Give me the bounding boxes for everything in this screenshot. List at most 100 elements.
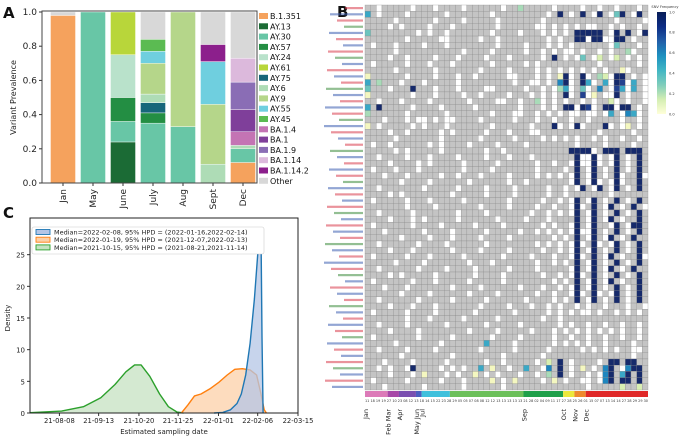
heatmap-cell [415,29,422,37]
heatmap-cell [562,371,569,378]
heatmap-cell [551,79,558,86]
heatmap-cell [562,147,569,155]
heatmap-cell [625,104,632,111]
heatmap-cell [591,42,598,49]
heatmap-cell [574,29,581,37]
heatmap-cell [528,42,535,49]
heatmap-cell [438,234,445,242]
heatmap-cell [444,85,451,93]
heatmap-cell [421,209,428,217]
heatmap-cell [613,60,620,68]
heatmap-cell [387,197,394,204]
heatmap-cell [483,271,490,279]
colorbar-tick-label: 0.2 [669,92,675,96]
heatmap-cell [642,340,649,347]
heatmap-cell [596,271,603,279]
heatmap-cell [364,377,371,384]
heatmap-cell [387,172,394,180]
heatmap-cell [608,234,615,242]
heatmap-cell [506,42,513,49]
heatmap-cell [512,265,518,273]
heatmap-cell [410,178,417,186]
heatmap-cell [506,253,513,260]
heatmap-cell [393,73,400,80]
heatmap-cell [602,290,609,298]
heatmap-cell [551,104,558,111]
heatmap-cell [376,48,383,55]
heatmap-cell [608,153,615,161]
heatmap-cell [608,284,615,291]
heatmap-cell [568,222,575,229]
heatmap-cell [483,42,490,49]
heatmap-cell [523,203,530,211]
heatmap-cell [398,166,405,173]
heatmap-cell [613,278,620,285]
heatmap-cell [461,172,468,180]
heatmap-cell [410,358,417,366]
heatmap-cell [427,327,434,335]
heatmap-cell [393,166,400,173]
heatmap-cell [478,122,485,130]
heatmap-cell [540,333,547,341]
heatmap-cell [500,358,507,366]
heatmap-cell [630,135,637,142]
heatmap-cell [636,321,643,329]
heatmap-cell [506,327,513,335]
heatmap-cell [517,172,524,180]
heatmap-cell [489,278,496,285]
row-label-illegible [325,242,363,246]
heatmap-cell [427,358,434,366]
heatmap-cell [478,358,485,366]
heatmap-cell [387,365,394,372]
heatmap-cell [551,278,558,285]
heatmap-cell [630,17,637,24]
heatmap-cell [506,79,513,86]
heatmap-cell [387,358,394,366]
heatmap-cell [506,29,513,37]
heatmap-cell [540,278,547,285]
heatmap-cell [613,371,620,378]
heatmap-cell [619,340,626,347]
heatmap-cell [574,278,581,285]
heatmap-cell [636,116,643,124]
heatmap-cell [455,197,462,204]
heatmap-cell [461,302,468,310]
heatmap-cell [517,85,524,93]
heatmap-cell [438,35,445,43]
heatmap-cell [528,97,535,105]
heatmap-cell [591,302,598,310]
bar-segment-ay-55 [140,51,166,64]
heatmap-cell [472,302,479,310]
heatmap-cell [625,42,632,49]
heatmap-cell [574,11,581,18]
heatmap-cell [562,110,569,117]
legend-swatch [35,236,51,243]
heatmap-cell [579,333,586,341]
heatmap-cell [393,259,400,266]
heatmap-cell [438,184,445,192]
heatmap-cell [376,296,383,304]
heatmap-cell [568,197,575,204]
heatmap-cell [625,377,632,384]
heatmap-cell [608,160,615,167]
heatmap-cell [517,215,524,223]
heatmap-cell [613,54,620,62]
heatmap-cell [596,340,603,347]
heatmap-cell [455,309,462,316]
heatmap-cell [613,11,620,18]
heatmap-cell [438,203,445,211]
heatmap-cell [398,60,405,68]
heatmap-cell [461,321,468,329]
heatmap-cell [551,116,558,124]
heatmap-cell [472,141,479,148]
heatmap-cell [613,383,620,391]
heatmap-cell [523,178,530,186]
heatmap-cell [557,91,564,99]
heatmap-cell [421,97,428,105]
heatmap-cell [455,4,462,12]
y-tick-label: 0.6 [23,76,38,86]
heatmap-cell [398,48,405,55]
heatmap-cell [370,247,377,254]
heatmap-cell [466,4,473,12]
heatmap-cell [381,11,388,18]
